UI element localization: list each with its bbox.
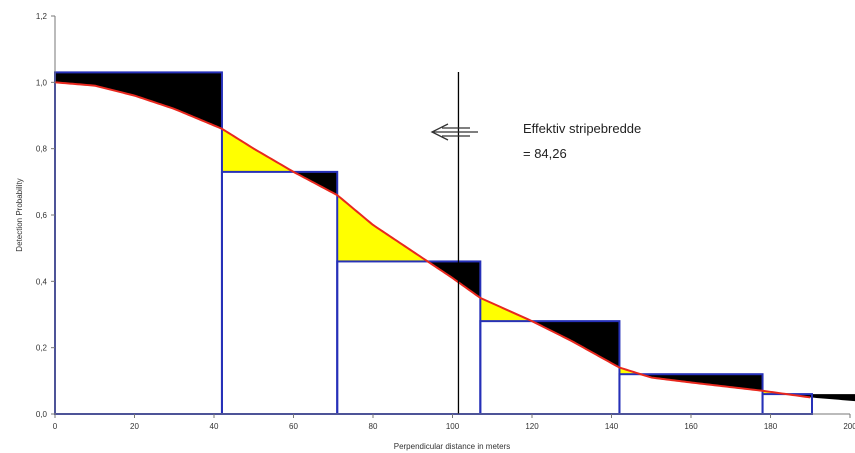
deficit-area-1-0 <box>221 128 294 172</box>
y-axis-ticks: 0,0 0,2 0,4 0,6 0,8 1,0 1,2 <box>36 12 55 419</box>
histogram-bar-1 <box>220 170 339 415</box>
x-tick-label: 100 <box>446 422 460 431</box>
deficit-area-2-0 <box>337 195 426 262</box>
x-tick-label: 60 <box>289 422 298 431</box>
x-axis-label: Perpendicular distance in meters <box>394 442 511 451</box>
excess-area-3-1 <box>531 320 620 368</box>
x-tick-label: 120 <box>525 422 539 431</box>
x-axis-ticks: 0 20 40 60 80 100 120 140 160 180 200 <box>53 414 855 431</box>
x-tick-label: 160 <box>684 422 698 431</box>
x-tick-label: 80 <box>369 422 378 431</box>
y-tick-label: 0,8 <box>36 145 48 154</box>
annotation-line2: = 84,26 <box>523 146 567 161</box>
annotation-line1: Effektiv stripebredde <box>523 121 641 136</box>
excess-area-2-1 <box>425 259 481 298</box>
y-tick-label: 0,4 <box>36 277 48 286</box>
y-axis-label: Detection Probability <box>15 178 24 251</box>
x-tick-label: 20 <box>130 422 139 431</box>
plot-area <box>54 71 855 416</box>
y-tick-label: 1,0 <box>36 78 48 87</box>
excess-area-0-0 <box>55 72 222 129</box>
histogram-bar-0 <box>54 71 223 415</box>
x-tick-label: 140 <box>605 422 619 431</box>
x-tick-label: 180 <box>764 422 778 431</box>
y-tick-label: 0,0 <box>36 410 48 419</box>
x-tick-label: 200 <box>843 422 855 431</box>
annotation-arrow <box>430 123 478 141</box>
y-tick-label: 0,6 <box>36 211 48 220</box>
detection-curve <box>54 81 811 399</box>
y-tick-label: 0,2 <box>36 344 48 353</box>
y-tick-label: 1,2 <box>36 12 48 21</box>
x-tick-label: 40 <box>210 422 219 431</box>
excess-area-5-1 <box>784 393 855 402</box>
x-tick-label: 0 <box>53 422 58 431</box>
